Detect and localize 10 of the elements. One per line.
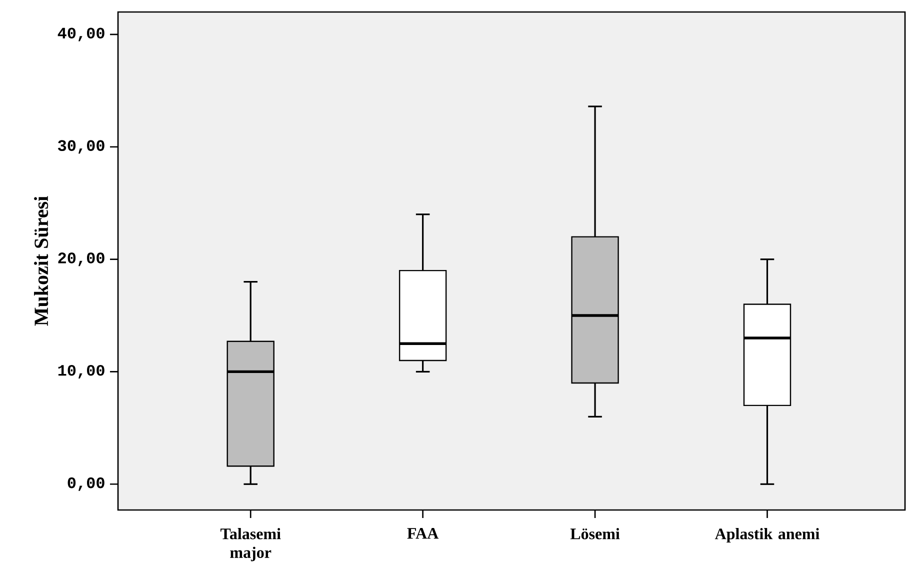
y-tick-label: 0,00 (68, 477, 104, 491)
x-tick-label: FAA (407, 528, 439, 539)
y-axis-title: Mukozit Süresi (34, 196, 48, 326)
y-tick-label: 30,00 (58, 140, 104, 154)
y-tick-label: 10,00 (58, 364, 104, 379)
y-tick-label: 20,00 (58, 252, 104, 266)
x-tick-label: Lösemi (570, 528, 620, 540)
y-tick-label: 40,00 (58, 28, 104, 42)
x-tick-label: Talasemi major (220, 528, 281, 562)
x-tick-label: Aplastik anemi (714, 528, 820, 543)
